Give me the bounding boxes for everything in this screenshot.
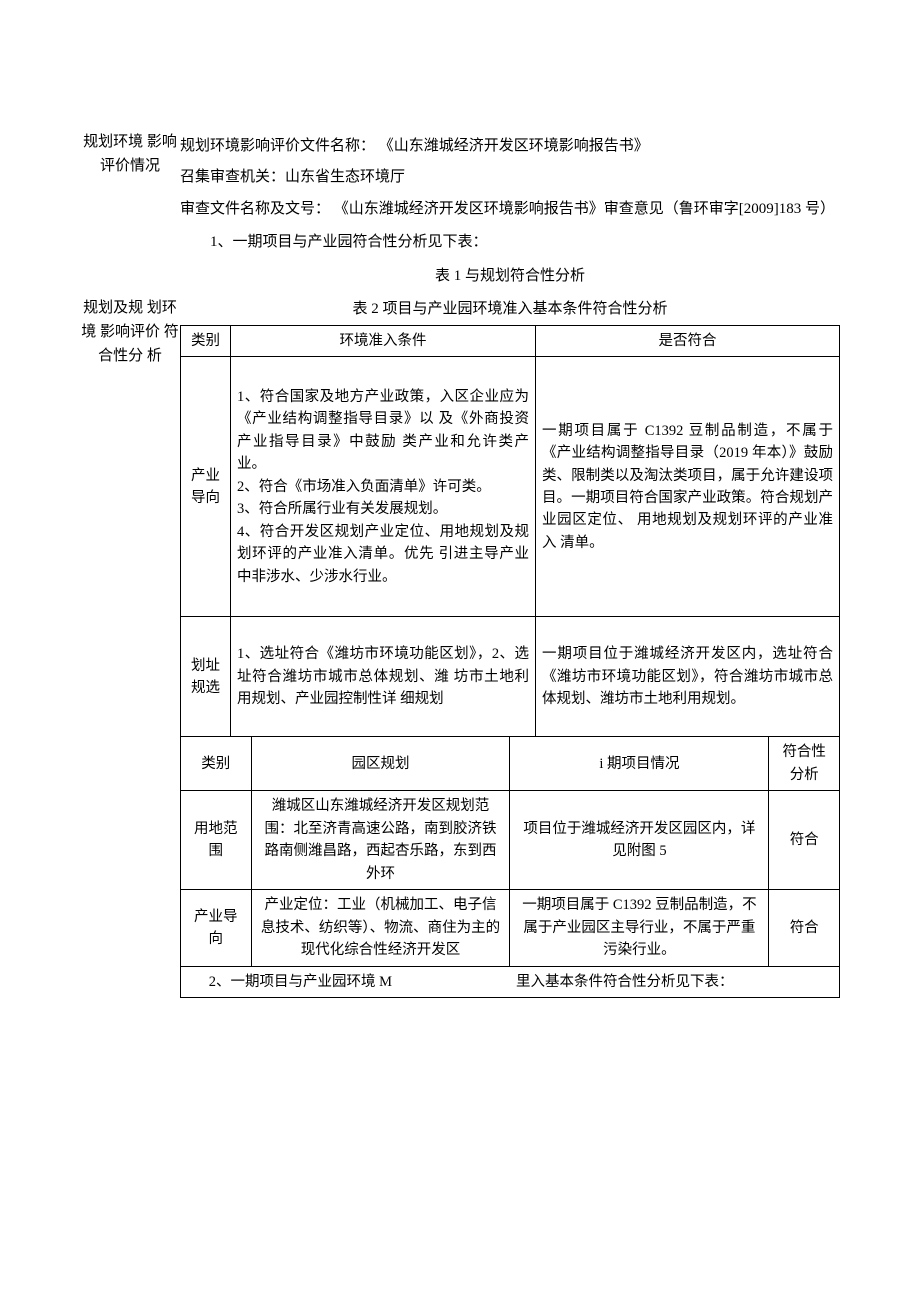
- t1-r1-res: 符合: [769, 890, 840, 966]
- t1-r0-situ: 项目位于潍城经济开发区园区内，详见附图 5: [510, 791, 769, 890]
- section1-content: 规划环境影响评价文件名称： 《山东潍城经济开发区环境影响报告书》 召集审查机关：…: [180, 130, 840, 226]
- section2-content: 1、一期项目与产业园符合性分析见下表： 表 1 与规划符合性分析 表 2 项目与…: [180, 226, 840, 998]
- t1-h1: 园区规划: [251, 737, 510, 791]
- caption-t2: 表 2 项目与产业园环境准入基本条件符合性分析: [180, 296, 840, 323]
- t2-r1-res: 一期项目位于潍城经济开发区内，选址符合《潍坊市环境功能区划》，符合潍坊市城市总体…: [536, 617, 840, 737]
- t2-r1-cat: 划址规选: [181, 617, 231, 737]
- t1-r1-cat: 产业导向: [181, 890, 252, 966]
- t1-foot-left: 2、一期项目与产业园环境 M: [181, 966, 510, 997]
- t2-r0-cat: 产业导向: [181, 357, 231, 617]
- t2-header-row: 类别 环境准入条件 是否符合: [181, 326, 840, 357]
- t2-r0-cond: 1、符合国家及地方产业政策，入区企业应为《产业结构调整指导目录》以 及《外商投资…: [231, 357, 536, 617]
- t1-h2: i 期项目情况: [510, 737, 769, 791]
- t1-r0-res: 符合: [769, 791, 840, 890]
- table-2: 类别 环境准入条件 是否符合 产业导向 1、符合国家及地方产业政策，入区企业应为…: [180, 325, 840, 737]
- t1-header-row: 类别 园区规划 i 期项目情况 符合性分析: [181, 737, 840, 791]
- t1-r1-plan: 产业定位：工业（机械加工、电子信息技术、纺织等）、物流、商住为主的现代化综合性经…: [251, 890, 510, 966]
- document-page: 规划环境 影响 评价情况 规划环境影响评价文件名称： 《山东潍城经济开发区环境影…: [0, 0, 920, 1058]
- s2-intro: 1、一期项目与产业园符合性分析见下表：: [180, 228, 840, 257]
- side-label-2: 规划及规 划环境 影响评价 符合性分 析: [80, 226, 180, 998]
- t1-r0-cat: 用地范围: [181, 791, 252, 890]
- t1-h0: 类别: [181, 737, 252, 791]
- t2-h2: 是否符合: [536, 326, 840, 357]
- t2-r0-res: 一期项目属于 C1392 豆制品制造，不属于《产业结构调整指导目录（2019 年…: [536, 357, 840, 617]
- t2-r1-cond: 1、选址符合《潍坊市环境功能区划》，2、选址符合潍坊市城市总体规划、潍 坊市土地…: [231, 617, 536, 737]
- caption-t1: 表 1 与规划符合性分析: [180, 263, 840, 290]
- s1-p1: 规划环境影响评价文件名称： 《山东潍城经济开发区环境影响报告书》: [180, 132, 840, 161]
- s1-p2: 召集审查机关：山东省生态环境厅: [180, 163, 840, 192]
- side-label-2-text: 规划及规 划环境 影响评价 符合性分 析: [81, 300, 179, 364]
- side-label-1-text: 规划环境 影响 评价情况: [83, 134, 177, 174]
- t2-r1-cat-text: 划址规选: [191, 658, 220, 696]
- t2-row1: 划址规选 1、选址符合《潍坊市环境功能区划》，2、选址符合潍坊市城市总体规划、潍…: [181, 617, 840, 737]
- t1-foot-row: 2、一期项目与产业园环境 M 里入基本条件符合性分析见下表：: [181, 966, 840, 997]
- t1-row1: 产业导向 产业定位：工业（机械加工、电子信息技术、纺织等）、物流、商住为主的现代…: [181, 890, 840, 966]
- t1-foot-right: 里入基本条件符合性分析见下表：: [510, 966, 840, 997]
- t2-row0: 产业导向 1、符合国家及地方产业政策，入区企业应为《产业结构调整指导目录》以 及…: [181, 357, 840, 617]
- t2-r0-cat-text: 产业导向: [191, 468, 220, 506]
- t1-r1-situ: 一期项目属于 C1392 豆制品制造，不属于产业园区主导行业，不属于严重污染行业…: [510, 890, 769, 966]
- t2-h1: 环境准入条件: [231, 326, 536, 357]
- table-1: 类别 园区规划 i 期项目情况 符合性分析 用地范围 潍城区山东潍城经济开发区规…: [180, 736, 840, 998]
- t2-h0: 类别: [181, 326, 231, 357]
- t1-r0-plan: 潍城区山东潍城经济开发区规划范围：北至济青高速公路，南到胶济铁路南侧潍昌路，西起…: [251, 791, 510, 890]
- t1-row0: 用地范围 潍城区山东潍城经济开发区规划范围：北至济青高速公路，南到胶济铁路南侧潍…: [181, 791, 840, 890]
- layout-table: 规划环境 影响 评价情况 规划环境影响评价文件名称： 《山东潍城经济开发区环境影…: [80, 130, 840, 998]
- t1-h3: 符合性分析: [769, 737, 840, 791]
- s1-p3: 审查文件名称及文号： 《山东潍城经济开发区环境影响报告书》审查意见（鲁环审字[2…: [180, 195, 840, 224]
- side-label-1: 规划环境 影响 评价情况: [80, 130, 180, 226]
